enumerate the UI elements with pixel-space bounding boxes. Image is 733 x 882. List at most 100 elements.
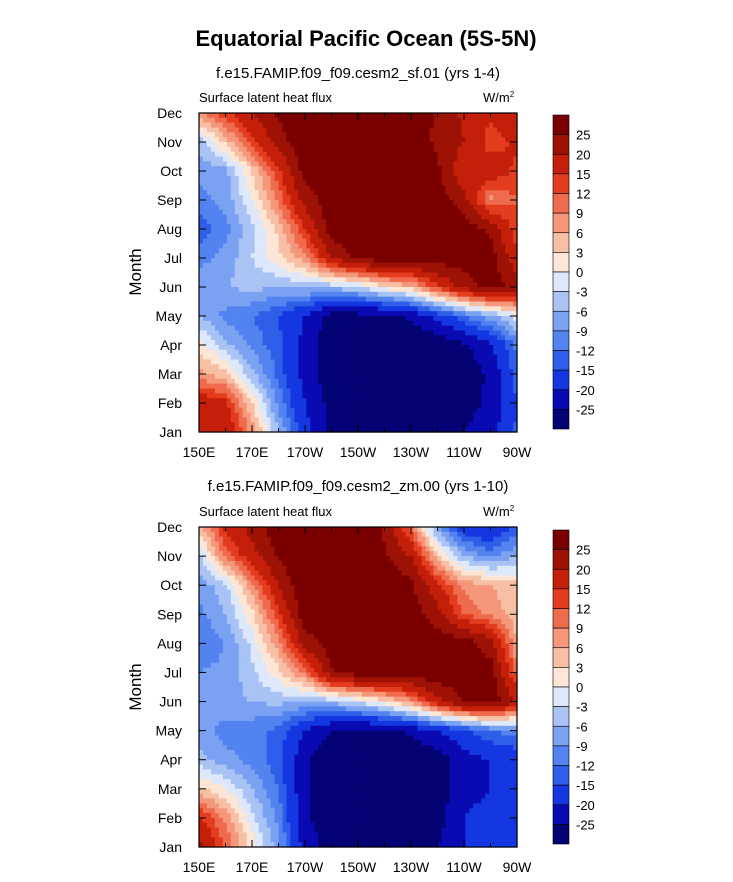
heatmap-cell — [369, 383, 375, 390]
heatmap-cell — [489, 369, 494, 375]
heatmap-cell — [485, 378, 490, 385]
heatmap-cell — [425, 190, 431, 196]
heatmap-cell — [330, 340, 335, 346]
heatmap-cell — [302, 369, 307, 375]
heatmap-cell — [501, 320, 506, 327]
heatmap-cell — [509, 122, 514, 129]
heatmap-cell — [246, 156, 252, 162]
heatmap-cell — [270, 137, 276, 143]
heatmap-cell — [274, 113, 280, 119]
heatmap-cell — [441, 122, 447, 129]
heatmap-cell — [465, 369, 470, 375]
heatmap-cell — [230, 161, 236, 167]
heatmap-cell — [405, 219, 411, 225]
heatmap-cell — [449, 398, 455, 404]
heatmap-cell — [230, 127, 236, 133]
heatmap-cell — [365, 388, 371, 394]
heatmap-cell — [413, 267, 419, 274]
heatmap-cell — [290, 253, 296, 259]
heatmap-cell — [377, 219, 383, 225]
heatmap-cell — [469, 388, 474, 394]
heatmap-cell — [242, 262, 248, 269]
heatmap-cell — [393, 137, 399, 143]
heatmap-cell — [453, 291, 458, 298]
heatmap-cell — [509, 291, 514, 298]
heatmap-cell — [306, 253, 311, 259]
heatmap-cell — [477, 258, 482, 264]
heatmap-cell — [202, 224, 208, 230]
heatmap-cell — [318, 316, 323, 322]
heatmap-cell — [210, 412, 216, 419]
heatmap-cell — [413, 166, 419, 172]
heatmap-cell — [453, 398, 458, 404]
heatmap-cell — [505, 243, 510, 249]
heatmap-cell — [377, 311, 383, 317]
heatmap-cell — [425, 122, 431, 129]
heatmap-cell — [326, 291, 331, 298]
heatmap-cell — [437, 388, 443, 394]
heatmap-cell — [477, 122, 482, 129]
heatmap-cell — [306, 224, 311, 230]
heatmap-cell — [509, 229, 514, 235]
heatmap-cell — [226, 335, 232, 341]
heatmap-cell — [270, 398, 276, 404]
heatmap-cell — [274, 388, 280, 394]
heatmap-cell — [290, 296, 296, 303]
heatmap-cell — [310, 364, 315, 370]
heatmap-cell — [369, 132, 375, 138]
heatmap-cell — [266, 388, 272, 394]
heatmap-cell — [501, 243, 506, 249]
heatmap-cell — [214, 354, 220, 361]
heatmap-cell — [358, 258, 363, 264]
heatmap-cell — [409, 229, 415, 235]
heatmap-cell — [238, 113, 244, 119]
heatmap-cell — [298, 142, 303, 148]
heatmap-cell — [262, 388, 268, 394]
heatmap-cell — [346, 161, 351, 167]
heatmap-cell — [401, 291, 407, 298]
heatmap-cell — [397, 301, 403, 307]
heatmap-cell — [222, 117, 228, 124]
heatmap-cell — [270, 291, 276, 298]
heatmap-cell — [389, 287, 395, 293]
heatmap-cell — [330, 253, 335, 259]
heatmap-cell — [294, 393, 299, 399]
heatmap-cell — [290, 369, 296, 375]
heatmap-cell — [350, 238, 355, 245]
heatmap-cell — [214, 151, 220, 158]
heatmap-cell — [282, 272, 288, 278]
heatmap-cell — [369, 296, 375, 303]
heatmap-cell — [326, 296, 331, 303]
heatmap-cell — [433, 306, 439, 312]
heatmap-cell — [218, 267, 224, 274]
heatmap-cell — [461, 345, 466, 351]
heatmap-cell — [254, 132, 260, 138]
heatmap-cell — [334, 127, 339, 133]
heatmap-cell — [246, 282, 252, 288]
heatmap-cell — [294, 151, 299, 158]
heatmap-cell — [509, 233, 514, 240]
heatmap-cell — [497, 345, 502, 351]
heatmap-cell — [210, 146, 216, 153]
heatmap-cell — [461, 393, 466, 399]
heatmap-cell — [469, 291, 474, 298]
heatmap-cell — [445, 272, 451, 278]
heatmap-cell — [218, 185, 224, 191]
heatmap-cell — [254, 190, 260, 196]
heatmap-cell — [254, 282, 260, 288]
heatmap-cell — [413, 214, 419, 220]
heatmap-cell — [369, 180, 375, 187]
heatmap-cell — [381, 277, 387, 283]
heatmap-cell — [453, 378, 458, 385]
heatmap-cell — [326, 282, 331, 288]
heatmap-cell — [401, 146, 407, 153]
heatmap-cell — [282, 175, 288, 182]
heatmap-cell — [342, 214, 347, 220]
heatmap-cell — [254, 243, 260, 249]
heatmap-cell — [465, 306, 470, 312]
heatmap-cell — [365, 209, 371, 216]
heatmap-cell — [489, 316, 494, 322]
heatmap-cell — [369, 320, 375, 327]
heatmap-cell — [338, 282, 343, 288]
heatmap-cell — [262, 374, 268, 380]
